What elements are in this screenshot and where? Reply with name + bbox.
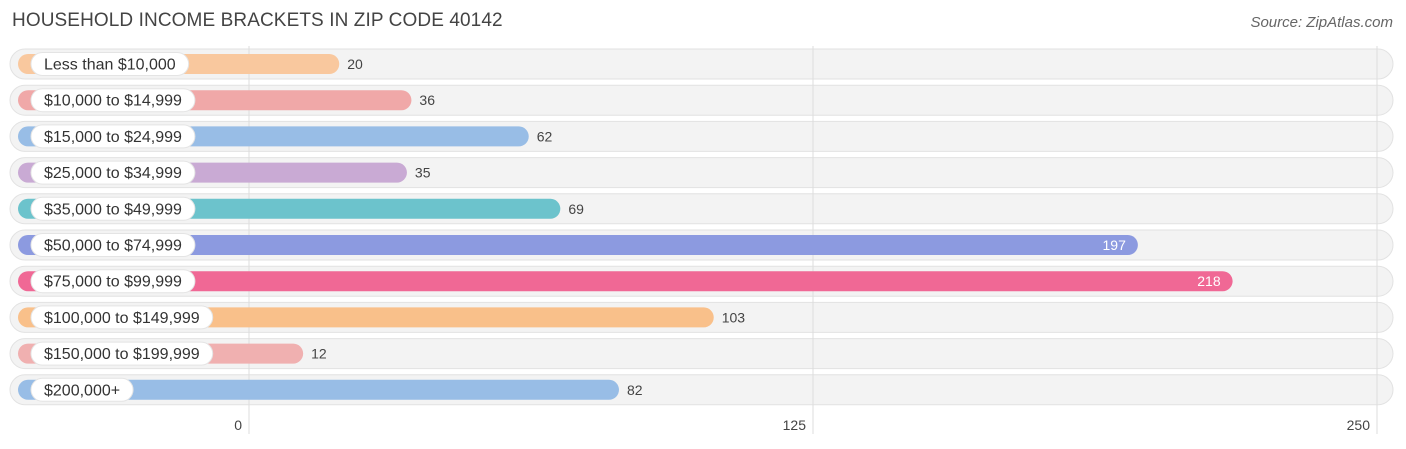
bar-10 <box>18 379 619 400</box>
category-label: $200,000+ <box>44 382 120 399</box>
row-track <box>9 338 1394 370</box>
bar-7 <box>18 271 1233 292</box>
source-label: Source: ZipAtlas.com <box>1250 14 1393 31</box>
value-label: 35 <box>415 165 431 181</box>
value-label: 62 <box>537 128 553 144</box>
category-label: $75,000 to $99,999 <box>44 274 182 291</box>
category-pill <box>30 196 196 221</box>
category-label: $25,000 to $34,999 <box>44 165 182 182</box>
value-label: 36 <box>419 92 435 108</box>
row-track <box>9 48 1394 80</box>
category-pill <box>30 124 196 149</box>
value-label: 82 <box>627 382 643 398</box>
category-pill <box>30 52 190 76</box>
tick-label: 250 <box>1347 417 1371 433</box>
category-label: $50,000 to $74,999 <box>44 238 182 255</box>
bar-6 <box>18 235 1138 255</box>
value-label: 20 <box>347 56 363 72</box>
value-label: 103 <box>722 309 746 325</box>
category-label: Less than $10,000 <box>44 57 176 74</box>
category-pill <box>30 305 214 330</box>
category-pill <box>30 160 196 185</box>
category-pill <box>30 233 196 257</box>
category-pill <box>30 377 134 402</box>
category-label: $35,000 to $49,999 <box>44 201 182 218</box>
category-pill <box>30 88 196 113</box>
chart-title: HOUSEHOLD INCOME BRACKETS IN ZIP CODE 40… <box>12 10 503 31</box>
category-label: $100,000 to $149,999 <box>44 310 200 327</box>
category-pill <box>30 269 196 294</box>
value-label: 218 <box>1197 273 1221 289</box>
value-label: 197 <box>1103 237 1127 253</box>
value-label: 12 <box>311 346 327 362</box>
value-label: 69 <box>568 201 584 217</box>
tick-label: 125 <box>783 417 807 433</box>
category-label: $10,000 to $14,999 <box>44 93 182 110</box>
tick-label: 0 <box>234 417 242 433</box>
category-label: $150,000 to $199,999 <box>44 346 200 363</box>
category-label: $15,000 to $24,999 <box>44 129 182 146</box>
category-pill <box>30 341 214 366</box>
